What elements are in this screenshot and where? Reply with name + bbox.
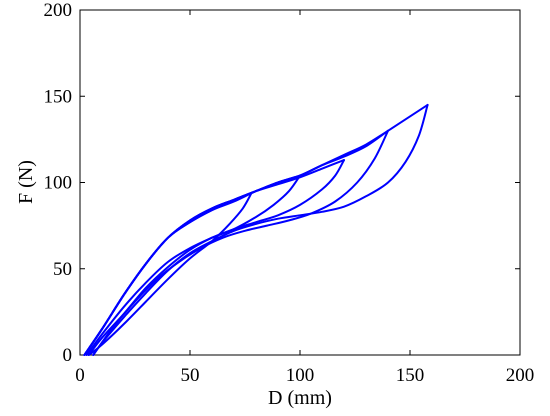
cycle-5-unloading-curve xyxy=(92,103,429,356)
x-tick-label: 0 xyxy=(75,365,85,386)
y-tick-label: 50 xyxy=(53,259,72,280)
y-axis-label: F (N) xyxy=(15,160,37,204)
y-tick-label: 100 xyxy=(44,173,73,194)
x-tick-label: 150 xyxy=(396,365,425,386)
hysteresis-curves xyxy=(83,103,429,356)
x-tick-label: 50 xyxy=(181,365,200,386)
cycle-1-unloading-curve xyxy=(87,191,253,356)
y-tick-label: 200 xyxy=(44,0,73,21)
x-tick-label: 200 xyxy=(506,365,535,386)
cycle-5-loading-curve xyxy=(83,103,429,356)
plot-area-frame xyxy=(79,9,521,356)
x-tick-label: 100 xyxy=(286,365,315,386)
axis-tick-labels: 0 50 100 150 200 0 50 100 150 200 xyxy=(44,0,535,386)
y-tick-label: 0 xyxy=(63,345,73,366)
y-tick-label: 150 xyxy=(44,86,73,107)
x-axis-label: D (mm) xyxy=(268,387,332,409)
axis-ticks xyxy=(79,9,521,356)
cycle-4-unloading-curve xyxy=(92,129,389,356)
